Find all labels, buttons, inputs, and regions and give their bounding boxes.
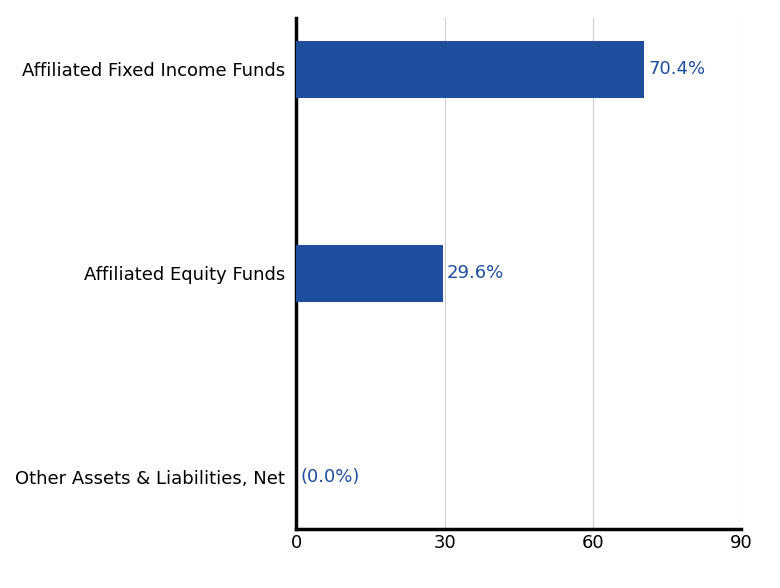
Text: 29.6%: 29.6%: [447, 265, 504, 282]
Bar: [296, 41, 644, 98]
Text: 70.4%: 70.4%: [648, 61, 705, 78]
Text: (0.0%): (0.0%): [300, 469, 360, 486]
Bar: [296, 245, 442, 302]
